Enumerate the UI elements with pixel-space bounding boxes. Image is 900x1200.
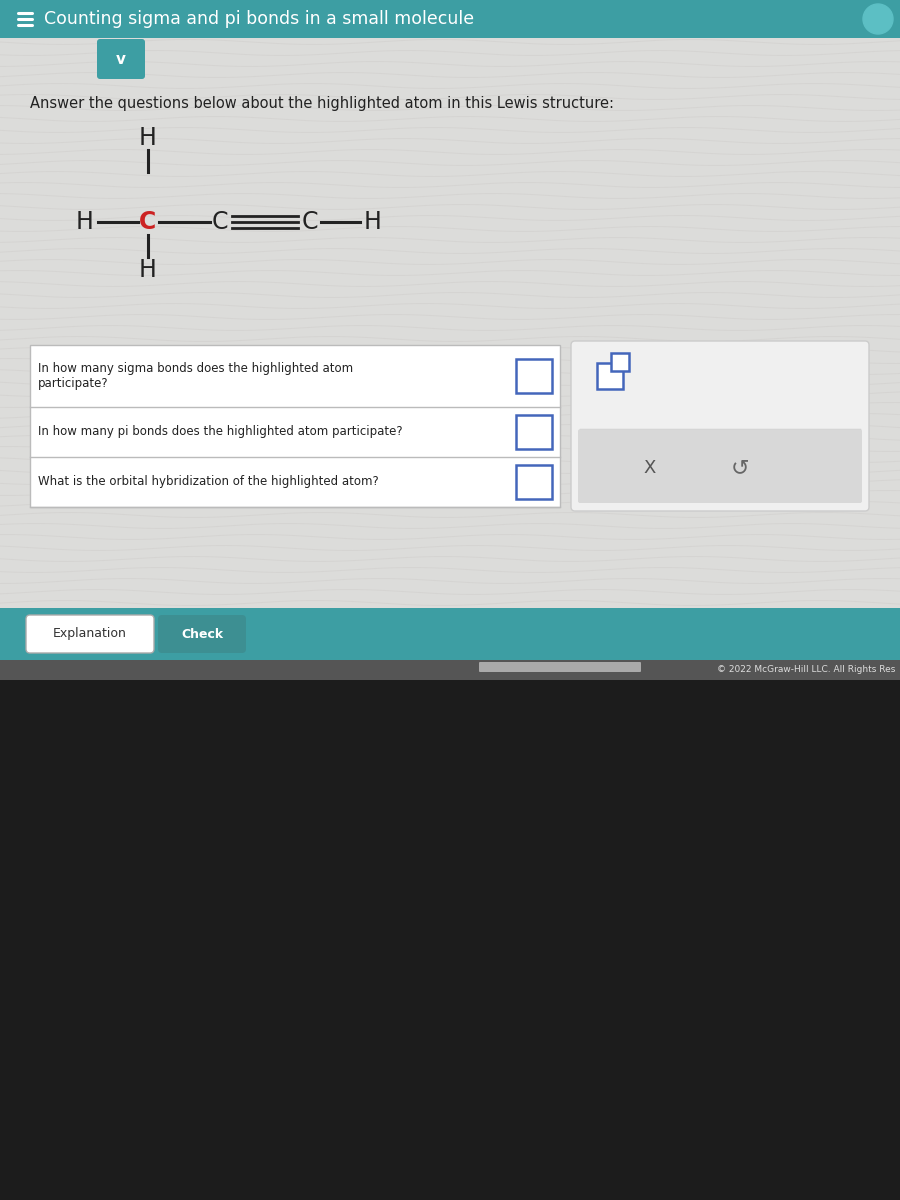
FancyBboxPatch shape: [0, 0, 900, 38]
Text: X: X: [644, 460, 656, 478]
FancyBboxPatch shape: [578, 430, 862, 503]
Text: Explanation: Explanation: [53, 628, 127, 641]
FancyBboxPatch shape: [97, 38, 145, 79]
FancyBboxPatch shape: [158, 614, 246, 653]
Text: © 2022 McGraw-Hill LLC. All Rights Res: © 2022 McGraw-Hill LLC. All Rights Res: [716, 666, 895, 674]
FancyBboxPatch shape: [479, 662, 641, 672]
Text: C: C: [140, 210, 157, 234]
FancyBboxPatch shape: [0, 608, 900, 660]
Text: C: C: [302, 210, 319, 234]
FancyBboxPatch shape: [516, 359, 552, 392]
Text: In how many sigma bonds does the highlighted atom
participate?: In how many sigma bonds does the highlig…: [38, 362, 353, 390]
Text: In how many pi bonds does the highlighted atom participate?: In how many pi bonds does the highlighte…: [38, 426, 402, 438]
Text: ↺: ↺: [731, 458, 750, 478]
FancyBboxPatch shape: [516, 464, 552, 499]
FancyBboxPatch shape: [611, 353, 629, 371]
FancyBboxPatch shape: [516, 415, 552, 449]
FancyBboxPatch shape: [0, 660, 900, 680]
Circle shape: [863, 4, 893, 34]
Text: Check: Check: [181, 628, 223, 641]
Text: v: v: [116, 53, 126, 67]
Text: H: H: [364, 210, 382, 234]
Text: H: H: [76, 210, 94, 234]
Text: H: H: [140, 126, 157, 150]
FancyBboxPatch shape: [597, 362, 623, 389]
FancyBboxPatch shape: [0, 0, 900, 660]
FancyBboxPatch shape: [571, 341, 869, 511]
Text: Answer the questions below about the highlighted atom in this Lewis structure:: Answer the questions below about the hig…: [30, 96, 614, 110]
Text: Counting sigma and pi bonds in a small molecule: Counting sigma and pi bonds in a small m…: [44, 10, 474, 28]
Text: C: C: [212, 210, 229, 234]
Text: What is the orbital hybridization of the highlighted atom?: What is the orbital hybridization of the…: [38, 475, 379, 488]
FancyBboxPatch shape: [30, 346, 560, 506]
Text: H: H: [140, 258, 157, 282]
FancyBboxPatch shape: [26, 614, 154, 653]
